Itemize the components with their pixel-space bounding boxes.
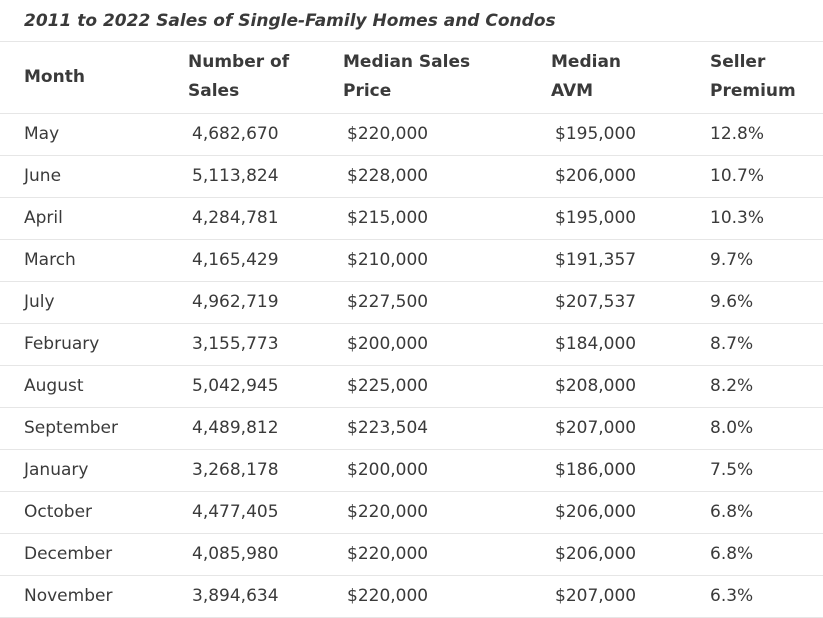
header-month-label: Month	[24, 66, 85, 87]
cell-seller-premium: 6.8%	[686, 533, 823, 576]
table-caption: 2011 to 2022 Sales of Single-Family Home…	[0, 0, 823, 42]
table-row: May 4,682,670 $220,000 $195,000 12.8%	[0, 113, 823, 156]
table-row: December 4,085,980 $220,000 $206,000 6.8%	[0, 533, 823, 576]
cell-month: April	[0, 197, 164, 240]
cell-median-avm: $206,000	[527, 533, 686, 576]
header-premium-line2: Premium	[710, 81, 796, 102]
cell-seller-premium: 10.7%	[686, 155, 823, 198]
cell-number-of-sales: 4,165,429	[164, 239, 319, 282]
cell-seller-premium: 9.6%	[686, 281, 823, 324]
header-seller-premium: Seller Premium	[686, 42, 823, 114]
cell-number-of-sales: 3,268,178	[164, 449, 319, 492]
cell-median-sales-price: $225,000	[319, 365, 527, 408]
header-price-line2: Price	[343, 81, 392, 102]
cell-number-of-sales: 4,489,812	[164, 407, 319, 450]
cell-median-avm: $191,357	[527, 239, 686, 282]
cell-seller-premium: 6.3%	[686, 575, 823, 618]
cell-month: July	[0, 281, 164, 324]
cell-median-sales-price: $220,000	[319, 113, 527, 156]
cell-median-sales-price: $227,500	[319, 281, 527, 324]
cell-median-avm: $207,000	[527, 407, 686, 450]
table-row: April 4,284,781 $215,000 $195,000 10.3%	[0, 197, 823, 240]
cell-median-avm: $195,000	[527, 197, 686, 240]
cell-number-of-sales: 4,284,781	[164, 197, 319, 240]
cell-number-of-sales: 4,682,670	[164, 113, 319, 156]
cell-median-sales-price: $228,000	[319, 155, 527, 198]
table-row: February 3,155,773 $200,000 $184,000 8.7%	[0, 323, 823, 366]
header-price-line1: Median Sales	[343, 52, 471, 73]
cell-median-avm: $207,537	[527, 281, 686, 324]
cell-median-avm: $208,000	[527, 365, 686, 408]
cell-month: May	[0, 113, 164, 156]
header-median-sales-price: Median Sales Price	[319, 42, 527, 114]
cell-number-of-sales: 4,962,719	[164, 281, 319, 324]
cell-median-avm: $184,000	[527, 323, 686, 366]
header-avm-line2: AVM	[551, 81, 594, 102]
cell-median-sales-price: $220,000	[319, 491, 527, 534]
table-body: May 4,682,670 $220,000 $195,000 12.8% June 5,1…	[0, 113, 823, 618]
cell-median-sales-price: $220,000	[319, 575, 527, 618]
sales-table: Month Number of Sales Median Sales Price M…	[0, 42, 823, 618]
cell-number-of-sales: 4,477,405	[164, 491, 319, 534]
table-row: January 3,268,178 $200,000 $186,000 7.5%	[0, 449, 823, 492]
cell-month: January	[0, 449, 164, 492]
cell-month: August	[0, 365, 164, 408]
cell-median-avm: $206,000	[527, 155, 686, 198]
cell-median-avm: $186,000	[527, 449, 686, 492]
cell-median-avm: $195,000	[527, 113, 686, 156]
header-sales-line2: Sales	[188, 81, 240, 102]
cell-seller-premium: 8.0%	[686, 407, 823, 450]
cell-median-avm: $206,000	[527, 491, 686, 534]
cell-month: December	[0, 533, 164, 576]
table-row: November 3,894,634 $220,000 $207,000 6.3%	[0, 575, 823, 618]
cell-seller-premium: 8.2%	[686, 365, 823, 408]
table-row: September 4,489,812 $223,504 $207,000 8.0%	[0, 407, 823, 450]
cell-median-avm: $207,000	[527, 575, 686, 618]
table-row: August 5,042,945 $225,000 $208,000 8.2%	[0, 365, 823, 408]
cell-median-sales-price: $210,000	[319, 239, 527, 282]
table-row: June 5,113,824 $228,000 $206,000 10.7%	[0, 155, 823, 198]
header-row: Month Number of Sales Median Sales Price M…	[0, 42, 823, 114]
cell-median-sales-price: $215,000	[319, 197, 527, 240]
cell-number-of-sales: 5,042,945	[164, 365, 319, 408]
cell-number-of-sales: 4,085,980	[164, 533, 319, 576]
table-row: July 4,962,719 $227,500 $207,537 9.6%	[0, 281, 823, 324]
header-month: Month	[0, 42, 164, 114]
cell-seller-premium: 7.5%	[686, 449, 823, 492]
header-sales-line1: Number of	[188, 52, 290, 73]
cell-seller-premium: 10.3%	[686, 197, 823, 240]
cell-median-sales-price: $220,000	[319, 533, 527, 576]
cell-month: November	[0, 575, 164, 618]
cell-median-sales-price: $223,504	[319, 407, 527, 450]
cell-seller-premium: 8.7%	[686, 323, 823, 366]
cell-month: October	[0, 491, 164, 534]
cell-month: February	[0, 323, 164, 366]
cell-number-of-sales: 5,113,824	[164, 155, 319, 198]
cell-number-of-sales: 3,894,634	[164, 575, 319, 618]
cell-seller-premium: 12.8%	[686, 113, 823, 156]
cell-month: June	[0, 155, 164, 198]
cell-seller-premium: 9.7%	[686, 239, 823, 282]
header-median-avm: Median AVM	[527, 42, 686, 114]
table-row: March 4,165,429 $210,000 $191,357 9.7%	[0, 239, 823, 282]
table-header: Month Number of Sales Median Sales Price M…	[0, 42, 823, 114]
cell-median-sales-price: $200,000	[319, 449, 527, 492]
header-avm-line1: Median	[551, 52, 622, 73]
cell-number-of-sales: 3,155,773	[164, 323, 319, 366]
table-row: October 4,477,405 $220,000 $206,000 6.8%	[0, 491, 823, 534]
cell-month: September	[0, 407, 164, 450]
header-number-of-sales: Number of Sales	[164, 42, 319, 114]
cell-month: March	[0, 239, 164, 282]
header-premium-line1: Seller	[710, 52, 766, 73]
cell-seller-premium: 6.8%	[686, 491, 823, 534]
cell-median-sales-price: $200,000	[319, 323, 527, 366]
